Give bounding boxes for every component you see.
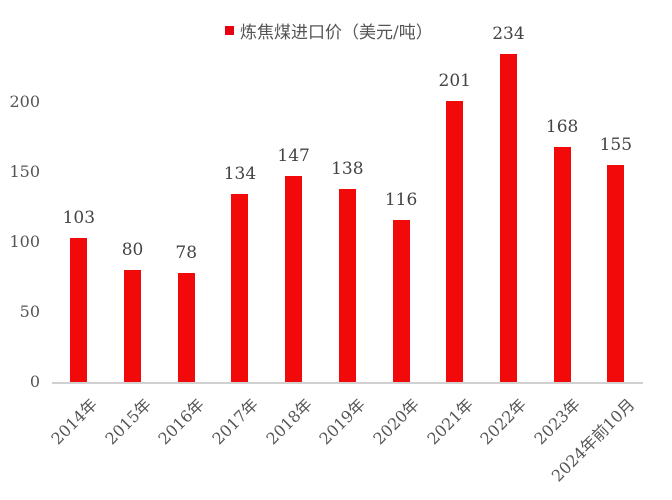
- y-tick-label: 100: [9, 232, 40, 251]
- x-tick-label: 2017年: [208, 394, 262, 449]
- x-tick-label: 2021年: [423, 394, 477, 449]
- data-label: 134: [223, 164, 257, 185]
- data-label: 116: [384, 189, 418, 210]
- x-tick-label: 2015年: [100, 394, 155, 449]
- bar: [285, 176, 303, 382]
- bar: [338, 188, 356, 382]
- bar: [392, 219, 410, 382]
- data-label: 147: [277, 146, 310, 167]
- x-tick-label: 2022年: [476, 394, 531, 449]
- y-tick-label: 150: [9, 162, 40, 181]
- x-tick-label: 2016年: [154, 394, 209, 449]
- data-label: 201: [438, 70, 471, 91]
- y-tick-label: 200: [9, 92, 40, 111]
- legend-swatch: [225, 26, 234, 35]
- x-tick-label: 2020年: [369, 394, 424, 449]
- y-tick-label: 0: [29, 372, 40, 391]
- bar: [231, 194, 249, 382]
- x-tick-label: 2018年: [262, 394, 316, 449]
- x-axis-line: [52, 382, 643, 384]
- data-label: 103: [62, 207, 96, 228]
- bar: [177, 272, 195, 382]
- data-label: 155: [599, 135, 633, 155]
- bar: [124, 270, 142, 382]
- data-label: 80: [121, 240, 144, 260]
- legend-label: 炼焦煤进口价（美元/吨）: [240, 23, 433, 43]
- x-tick-label: 2014年: [47, 394, 101, 449]
- bar: [446, 100, 464, 382]
- data-label: 234: [492, 24, 525, 45]
- bar: [607, 165, 625, 382]
- bar: [70, 237, 88, 382]
- bar: [499, 54, 517, 382]
- data-label: 138: [331, 158, 364, 179]
- data-label: 168: [545, 116, 579, 137]
- x-tick-label: 2019年: [315, 394, 370, 449]
- data-label: 78: [175, 242, 198, 263]
- y-tick-label: 50: [19, 302, 40, 321]
- legend: 炼焦煤进口价（美元/吨）: [225, 18, 433, 43]
- bar: [553, 146, 571, 382]
